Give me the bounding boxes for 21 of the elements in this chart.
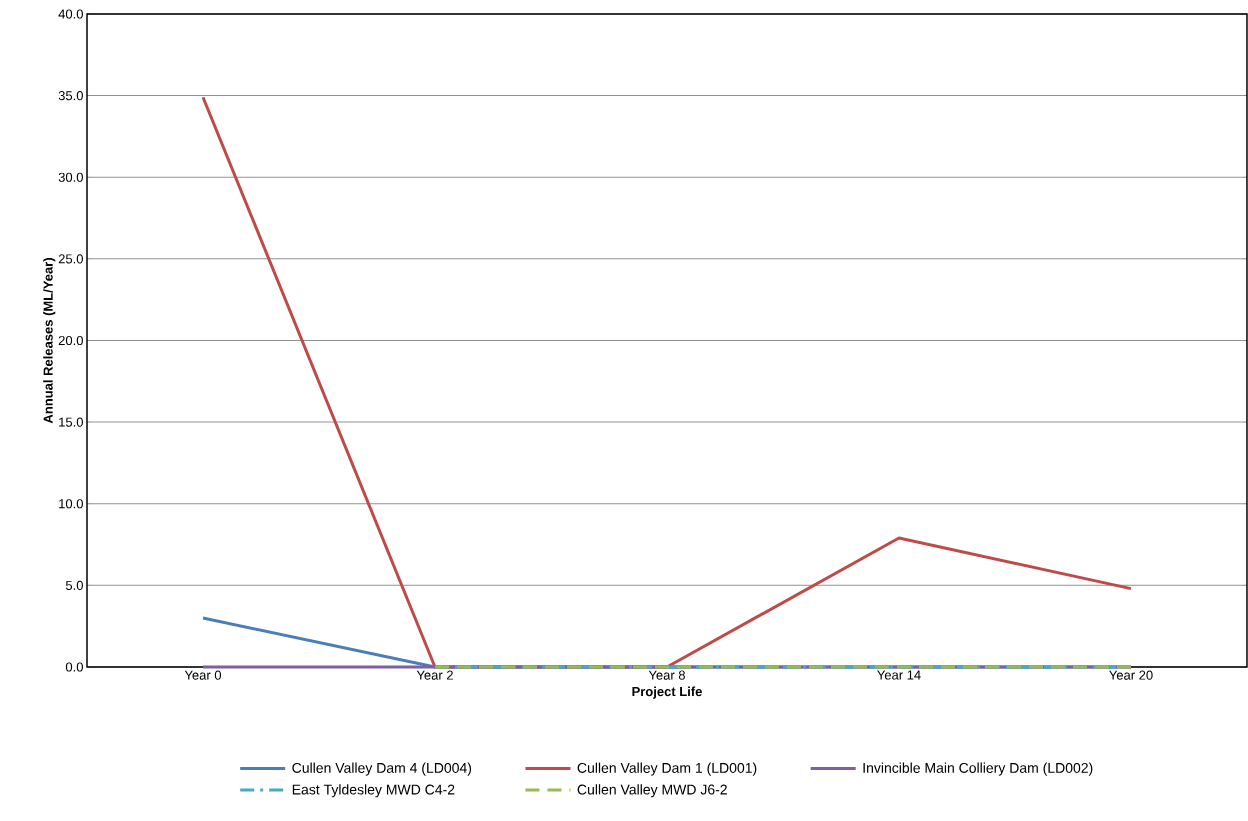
y-tick-label: 20.0 bbox=[58, 335, 83, 346]
y-tick-label: 5.0 bbox=[65, 580, 83, 590]
y-tick-label: 25.0 bbox=[58, 254, 83, 264]
x-tick-label: Year 8 bbox=[648, 670, 685, 680]
y-tick-label: 10.0 bbox=[59, 499, 83, 509]
legend-label: Cullen Valley MWD J6-2 bbox=[577, 784, 727, 798]
x-tick-label: Year 2 bbox=[416, 670, 453, 680]
x-tick-label: Year 0 bbox=[184, 670, 222, 680]
y-tick-label: 15.0 bbox=[59, 417, 83, 427]
legend-label: Cullen Valley Dam 1 (LD001) bbox=[577, 762, 757, 776]
legend-label: Cullen Valley Dam 4 (LD004) bbox=[292, 762, 472, 776]
legend-label: East Tyldesley MWD C4-2 bbox=[292, 784, 455, 798]
x-axis-title: Project Life bbox=[632, 686, 702, 699]
legend-label: Invincible Main Colliery Dam (LD002) bbox=[863, 762, 1093, 776]
x-tick-label: Year 14 bbox=[877, 670, 921, 680]
y-axis-title: Annual Releases (ML/Year) bbox=[43, 258, 56, 424]
y-tick-label: 35.0 bbox=[58, 91, 83, 101]
y-tick-label: 40.0 bbox=[58, 9, 83, 19]
y-tick-label: 0.0 bbox=[65, 662, 83, 672]
x-tick-label: Year 20 bbox=[1109, 670, 1153, 680]
y-tick-label: 30.0 bbox=[58, 172, 83, 182]
